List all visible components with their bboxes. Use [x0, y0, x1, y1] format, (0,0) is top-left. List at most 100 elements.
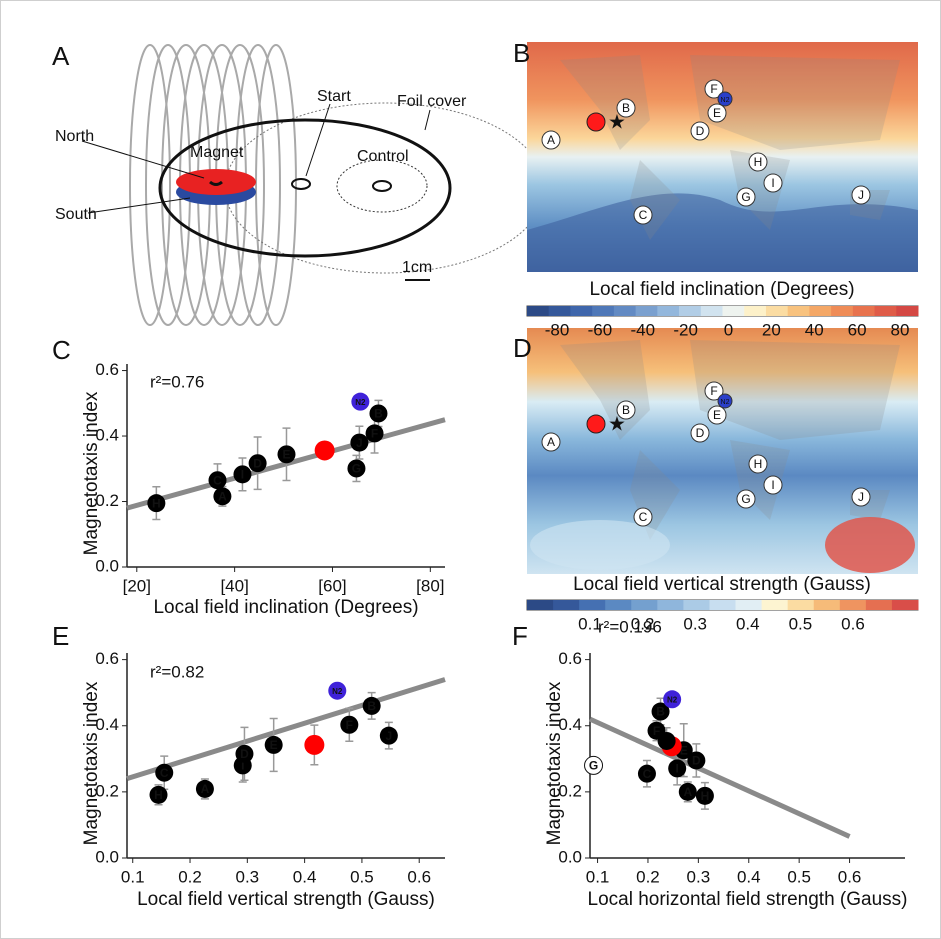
point-label: C [213, 473, 222, 487]
colorbar-bin [613, 306, 637, 316]
colorbar-bin [831, 306, 854, 316]
data-point [695, 786, 714, 805]
point-label: B [656, 705, 665, 719]
data-point [277, 445, 296, 464]
site-label: F [710, 384, 717, 398]
label-scale: 1cm [402, 259, 432, 276]
data-point [340, 715, 359, 734]
colorbar-bin [839, 600, 867, 610]
data-point [147, 494, 166, 513]
data-point [351, 392, 370, 411]
data-point [365, 424, 384, 443]
site-marker [763, 475, 783, 495]
data-point [304, 734, 325, 755]
data-point [233, 465, 252, 484]
fit-line [126, 677, 446, 782]
map-d [527, 328, 918, 574]
site-label: D [696, 426, 705, 440]
site-label: N2 [721, 399, 730, 406]
point-label: E [282, 448, 290, 462]
site-marker [707, 103, 727, 123]
y-tick-label: 0.4 [558, 715, 582, 734]
map-caption: Local field vertical strength (Gauss) [573, 574, 871, 595]
x-tick-label: 0.3 [236, 867, 260, 886]
y-tick-label: 0.6 [558, 649, 582, 668]
site-label: E [713, 408, 721, 422]
map-b [527, 42, 918, 272]
point-label: N2 [332, 687, 343, 696]
label-north: North [55, 128, 94, 145]
site-marker [541, 130, 561, 150]
map-markers: ★ A B C DEF N2 G HI J [527, 79, 919, 316]
x-tick-label: 0.2 [178, 867, 202, 886]
y-tick-label: 0.2 [95, 491, 119, 510]
y-tick-label: 0.2 [558, 781, 582, 800]
y-tick-label: 0.6 [95, 649, 119, 668]
site-marker [763, 173, 783, 193]
site-marker [704, 79, 724, 99]
colorbar-tick-label: 80 [891, 320, 910, 339]
site-label: C [639, 510, 648, 524]
label-start: Start [317, 88, 351, 105]
panel-label: F [512, 621, 528, 651]
site-marker [704, 381, 724, 401]
data-point [379, 726, 398, 745]
data-point [362, 696, 381, 715]
x-tick-label: 0.1 [121, 867, 145, 886]
site-marker [690, 121, 710, 141]
x-tick-label: 0.4 [737, 867, 761, 886]
label-control: Control [357, 148, 409, 165]
point-label: C [643, 767, 652, 781]
colorbar-tick-label: -60 [588, 320, 613, 339]
colorbar-tick-label: 0 [724, 320, 733, 339]
site-marker [717, 91, 733, 107]
point-label: H [154, 788, 163, 802]
x-tick-label: 0.1 [586, 867, 610, 886]
colorbar-bin [579, 600, 606, 610]
x-tick-label: [40] [220, 576, 248, 595]
colorbar-bin [657, 306, 680, 316]
colorbar-bin [744, 306, 767, 316]
site-label: E [713, 106, 721, 120]
data-point [347, 459, 366, 478]
point-label: D [240, 747, 249, 761]
data-point [264, 735, 283, 754]
data-point [369, 404, 388, 423]
colorbar-bin [700, 306, 723, 316]
site-label: H [754, 457, 763, 471]
colorbar-bin [865, 600, 893, 610]
colorbar-tick-label: 0.6 [841, 614, 865, 633]
colorbar-bin [592, 306, 615, 316]
site-marker [690, 423, 710, 443]
y-axis-title: Magnetotaxis index [81, 681, 102, 845]
data-point [584, 755, 604, 775]
data-point [350, 433, 369, 452]
site-label: G [741, 190, 750, 204]
colorbar-tick-label: 0.5 [789, 614, 813, 633]
colorbar-bin [570, 306, 593, 316]
x-axis-title: Local horizontal field strength (Gauss) [588, 889, 908, 910]
colorbar-tick-label: 0.3 [683, 614, 707, 633]
y-tick-label: 0.6 [95, 360, 119, 379]
site-marker [748, 152, 768, 172]
point-label: A [201, 782, 210, 796]
data-point [678, 782, 697, 801]
x-tick-label: 0.5 [787, 867, 811, 886]
colorbar-bin [631, 600, 658, 610]
colorbar-tick-label: -20 [673, 320, 698, 339]
point-label: B [367, 699, 376, 713]
colorbar-bin [605, 600, 632, 610]
colorbar-bin [527, 306, 550, 316]
panel-label: B [513, 38, 530, 68]
data-point [663, 690, 682, 709]
colorbar-tick-label: 0.4 [736, 614, 760, 633]
point-label: G [352, 462, 361, 476]
star: ★ [608, 111, 626, 133]
site-label: F [710, 82, 717, 96]
point-label: N2 [355, 398, 366, 407]
y-tick-label: 0.4 [95, 426, 119, 445]
site-marker [616, 98, 636, 118]
x-tick-label: 0.5 [350, 867, 374, 886]
point-label: J [386, 729, 393, 743]
colorbar-bin [761, 600, 789, 610]
